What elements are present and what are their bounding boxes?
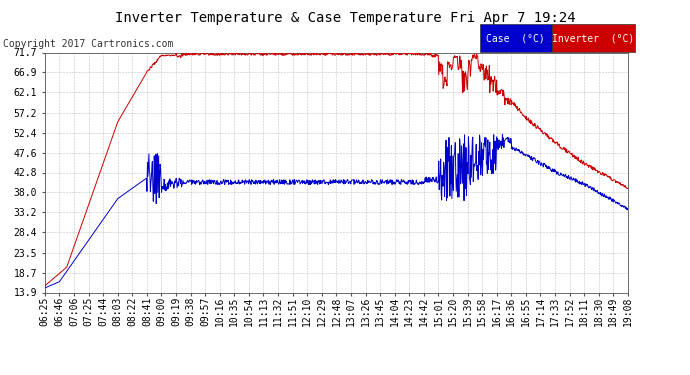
Text: Case  (°C): Case (°C) bbox=[486, 33, 545, 44]
Text: Copyright 2017 Cartronics.com: Copyright 2017 Cartronics.com bbox=[3, 39, 174, 50]
Text: Inverter Temperature & Case Temperature Fri Apr 7 19:24: Inverter Temperature & Case Temperature … bbox=[115, 11, 575, 25]
Text: Inverter  (°C): Inverter (°C) bbox=[552, 33, 635, 44]
